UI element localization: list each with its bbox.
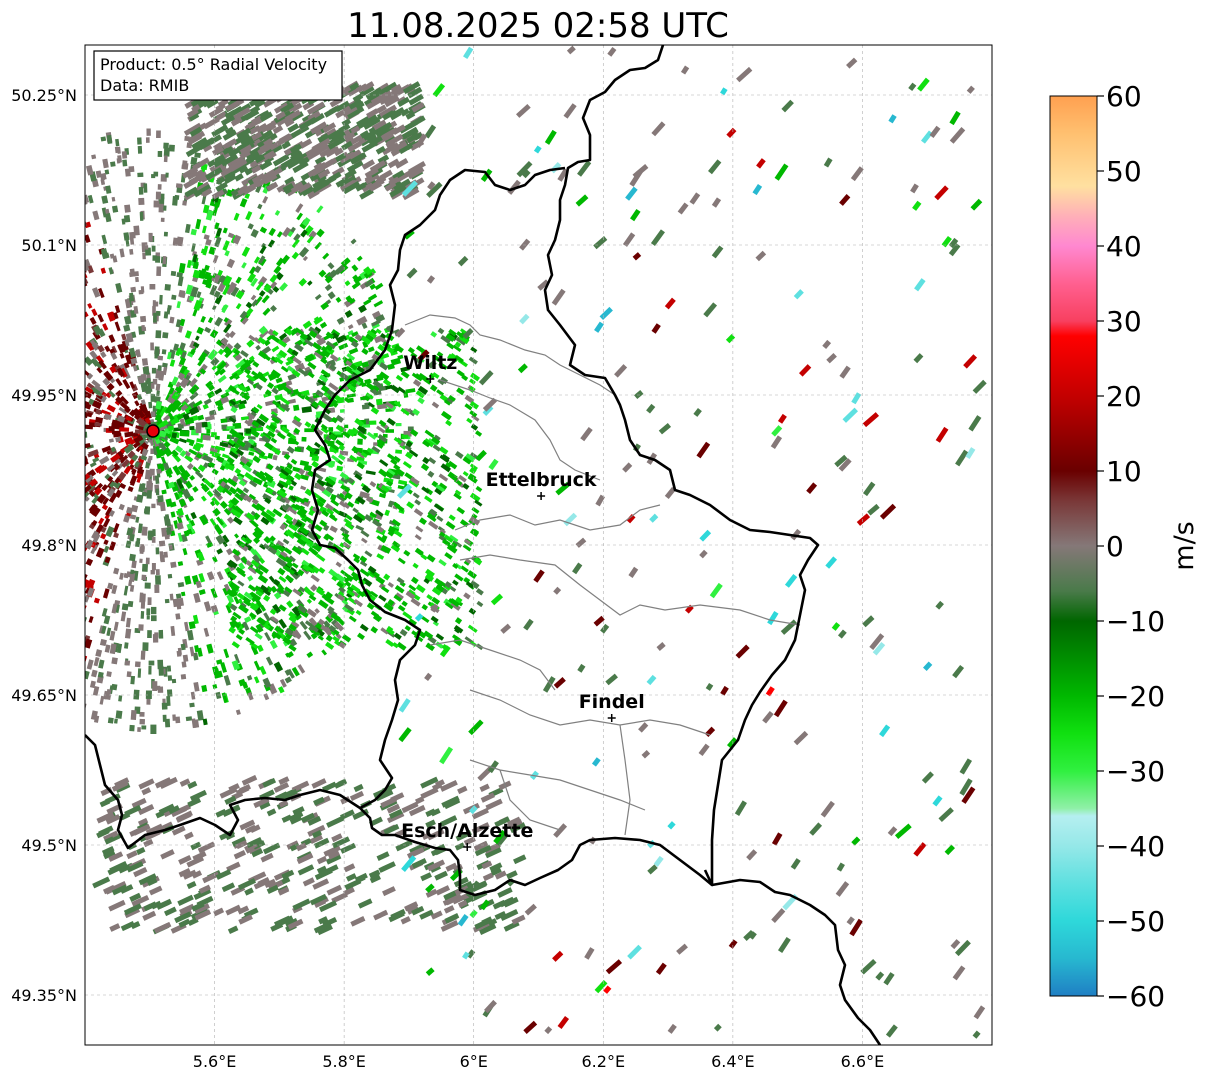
velocity-echoes <box>85 45 987 1039</box>
colorbar-gradient <box>1049 95 1098 997</box>
colorbar-tick-label: 60 <box>1106 80 1142 113</box>
lon-tick-label: 6.2°E <box>582 1052 626 1071</box>
colorbar-tick-label: −40 <box>1106 830 1165 863</box>
colorbar-tick-label: 20 <box>1106 380 1142 413</box>
longitude-axis: 5.6°E 5.8°E 6°E 6.2°E 6.4°E 6.6°E <box>193 1052 884 1071</box>
lon-tick-label: 6.4°E <box>711 1052 755 1071</box>
colorbar-tick-label: −10 <box>1106 605 1165 638</box>
canton-borders <box>404 314 801 836</box>
colorbar-ticks: 60 50 40 30 20 10 0 −10 −20 −30 −40 −50 −60 <box>1097 80 1165 1013</box>
info-box: Product: 0.5° Radial Velocity Data: RMIB <box>93 50 343 101</box>
colorbar-label: m/s <box>1169 521 1200 570</box>
lon-tick-label: 6°E <box>460 1052 488 1071</box>
lon-tick-label: 5.8°E <box>322 1052 366 1071</box>
radar-site-marker <box>146 424 160 438</box>
country-borders <box>85 45 882 1045</box>
lon-tick-label: 5.6°E <box>193 1052 237 1071</box>
colorbar-tick-label: 30 <box>1106 305 1142 338</box>
latitude-axis: 50.25°N 50.1°N 49.95°N 49.8°N 49.65°N 49.5°N 4… <box>11 86 77 1005</box>
colorbar-tick-label: −20 <box>1106 680 1165 713</box>
city-label: Esch/Alzette <box>401 820 533 842</box>
map-title: 11.08.2025 02:58 UTC <box>347 6 729 46</box>
lat-tick-label: 50.25°N <box>11 86 77 105</box>
city-label: Findel <box>579 691 645 713</box>
lon-tick-label: 6.6°E <box>841 1052 885 1071</box>
colorbar-tick-label: −60 <box>1106 980 1165 1013</box>
lat-tick-label: 50.1°N <box>21 236 77 255</box>
info-data-source: Data: RMIB <box>100 76 189 95</box>
map-frame <box>84 44 993 1046</box>
lat-tick-label: 49.5°N <box>21 836 77 855</box>
colorbar: 60 50 40 30 20 10 0 −10 −20 −30 −40 −50 −60 m/s <box>1049 80 1200 1013</box>
colorbar-tick-label: −50 <box>1106 905 1165 938</box>
lat-tick-label: 49.65°N <box>11 686 77 705</box>
info-product: Product: 0.5° Radial Velocity <box>100 55 327 74</box>
colorbar-tick-label: 0 <box>1106 530 1124 563</box>
lat-tick-label: 49.35°N <box>11 986 77 1005</box>
colorbar-tick-label: 40 <box>1106 230 1142 263</box>
colorbar-tick-label: 10 <box>1106 455 1142 488</box>
lat-tick-label: 49.8°N <box>21 536 77 555</box>
gridlines <box>85 45 992 1045</box>
city-labels: Wiltz Ettelbruck Findel Esch/Alzette <box>401 352 645 851</box>
city-label: Ettelbruck <box>486 469 597 491</box>
lat-tick-label: 49.95°N <box>11 386 77 405</box>
colorbar-tick-label: 50 <box>1106 155 1142 188</box>
radar-site-dot <box>146 424 160 438</box>
radar-map: Wiltz Ettelbruck Findel Esch/Alzette <box>85 45 992 1045</box>
colorbar-tick-label: −30 <box>1106 755 1165 788</box>
city-label: Wiltz <box>403 352 457 374</box>
